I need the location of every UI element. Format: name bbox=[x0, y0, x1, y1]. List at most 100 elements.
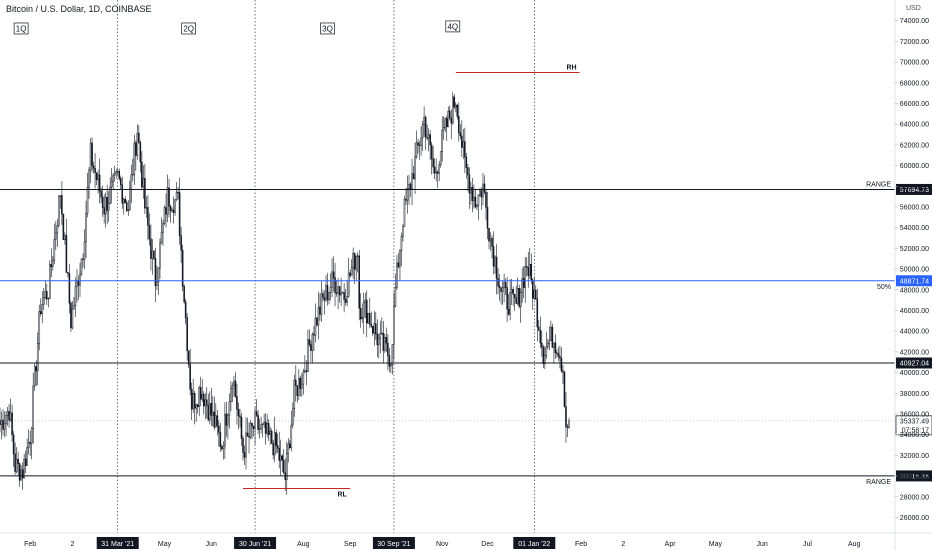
candle-body bbox=[328, 292, 330, 301]
y-tick-label: 48000.00 bbox=[900, 287, 929, 294]
candle-body bbox=[500, 287, 502, 292]
candle-body bbox=[216, 415, 219, 427]
candle-body bbox=[115, 171, 117, 174]
candle-body bbox=[319, 306, 321, 315]
candle-body bbox=[355, 255, 357, 270]
candle-body bbox=[397, 262, 400, 268]
candle-body bbox=[160, 232, 163, 244]
candle-body bbox=[379, 332, 382, 339]
candle-body bbox=[513, 293, 516, 298]
candle-body bbox=[467, 167, 469, 176]
candle-body bbox=[242, 438, 244, 453]
quarter-label-1q: 1Q bbox=[16, 24, 27, 33]
candle-body bbox=[266, 423, 268, 434]
candle-body bbox=[172, 209, 175, 213]
candle-body bbox=[418, 144, 421, 147]
candle-body bbox=[524, 266, 527, 288]
candle-body bbox=[486, 206, 489, 229]
candle-body bbox=[545, 346, 548, 357]
candle-body bbox=[147, 207, 149, 226]
candle-body bbox=[477, 194, 480, 206]
fifty-percent-line-price-label: 48871.74 bbox=[900, 278, 929, 285]
candle-body bbox=[282, 459, 285, 474]
markers: RH RL bbox=[242, 64, 580, 498]
candle-body bbox=[258, 428, 261, 430]
candle-body bbox=[553, 342, 555, 348]
time-axis[interactable]: Feb 2 31 Mar '21 May Jun 30 Jun '21 Aug Sep 30 S… bbox=[24, 537, 861, 549]
candle-body bbox=[196, 404, 199, 407]
candle-body bbox=[252, 425, 255, 429]
candle-body bbox=[528, 264, 531, 276]
candle-body bbox=[218, 425, 220, 433]
candle-body bbox=[326, 285, 329, 301]
candle-body bbox=[515, 297, 517, 304]
support-line-price-tag bbox=[896, 357, 932, 369]
x-tick-label: 31 Mar '21 bbox=[101, 541, 134, 548]
candle-body bbox=[64, 235, 66, 240]
candle-body bbox=[332, 271, 335, 278]
y-tick-label: 38000.00 bbox=[900, 391, 929, 398]
candle-body bbox=[329, 287, 332, 293]
candle-body bbox=[100, 190, 102, 198]
candle-body bbox=[421, 124, 424, 139]
candle-body bbox=[415, 142, 418, 157]
candle-body bbox=[65, 235, 68, 273]
x-tick-label: Jul bbox=[803, 541, 812, 548]
candle-body bbox=[68, 273, 71, 304]
candle-body bbox=[195, 404, 197, 409]
candle-body bbox=[135, 142, 137, 156]
y-tick-label: 42000.00 bbox=[900, 349, 929, 356]
candle-body bbox=[412, 173, 415, 180]
candle-body bbox=[394, 287, 397, 307]
candle-body bbox=[193, 392, 196, 409]
candle-body bbox=[0, 419, 3, 425]
candle-body bbox=[346, 296, 348, 303]
candle-body bbox=[322, 293, 324, 298]
candle-body bbox=[547, 342, 549, 348]
candle-body bbox=[240, 416, 243, 439]
candle-body bbox=[519, 292, 522, 307]
candle-body bbox=[382, 333, 385, 351]
candle-body bbox=[279, 455, 282, 461]
candle-body bbox=[46, 291, 48, 300]
candle-body bbox=[375, 323, 377, 335]
candle-body bbox=[97, 174, 99, 181]
candle-body bbox=[169, 206, 172, 211]
candle-body bbox=[157, 267, 160, 283]
y-tick-label: 46000.00 bbox=[900, 308, 929, 315]
currency-label: USD bbox=[906, 5, 921, 12]
x-tick-highlight bbox=[513, 537, 556, 549]
candle-body bbox=[130, 174, 133, 190]
candle-body bbox=[58, 196, 60, 226]
candle-body bbox=[539, 330, 542, 344]
candle-body bbox=[224, 413, 226, 447]
candle-body bbox=[501, 287, 504, 292]
candle-body bbox=[559, 355, 561, 359]
candle-body bbox=[14, 453, 16, 472]
range-high-line-price-label: 57694.73 bbox=[900, 187, 929, 194]
candle-body bbox=[400, 236, 403, 251]
candle-body bbox=[541, 342, 543, 348]
candle-body bbox=[246, 432, 249, 437]
candle-body bbox=[74, 286, 77, 306]
candle-body bbox=[334, 277, 336, 294]
candle-body bbox=[156, 281, 158, 287]
price-axis[interactable]: 57694.73 48871.74 40927.04 30016.38 35337.49… bbox=[895, 18, 932, 522]
candle-body bbox=[485, 192, 487, 208]
candle-body bbox=[239, 415, 241, 418]
candle-body bbox=[453, 96, 456, 108]
candle-body bbox=[150, 238, 152, 259]
candle-body bbox=[441, 129, 443, 152]
candle-body bbox=[290, 424, 293, 449]
candle-body bbox=[527, 267, 530, 276]
quarter-separators bbox=[117, 0, 535, 533]
candle-body bbox=[287, 443, 290, 454]
candle-body bbox=[492, 246, 495, 267]
candle-body bbox=[459, 132, 462, 137]
candle-body bbox=[483, 183, 486, 193]
candle-body bbox=[361, 317, 364, 320]
candle-body bbox=[207, 404, 210, 421]
candle-body bbox=[168, 187, 170, 207]
candle-body bbox=[233, 380, 235, 386]
